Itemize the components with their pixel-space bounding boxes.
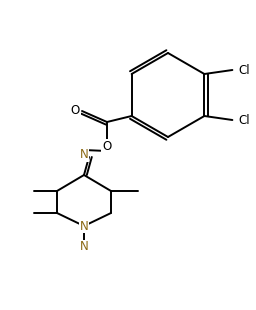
Text: Cl: Cl — [238, 64, 250, 77]
Text: Cl: Cl — [238, 113, 250, 126]
Text: N: N — [80, 241, 88, 254]
Text: N: N — [80, 219, 88, 232]
Text: N: N — [80, 148, 88, 162]
Text: O: O — [70, 104, 80, 117]
Text: O: O — [102, 140, 112, 153]
